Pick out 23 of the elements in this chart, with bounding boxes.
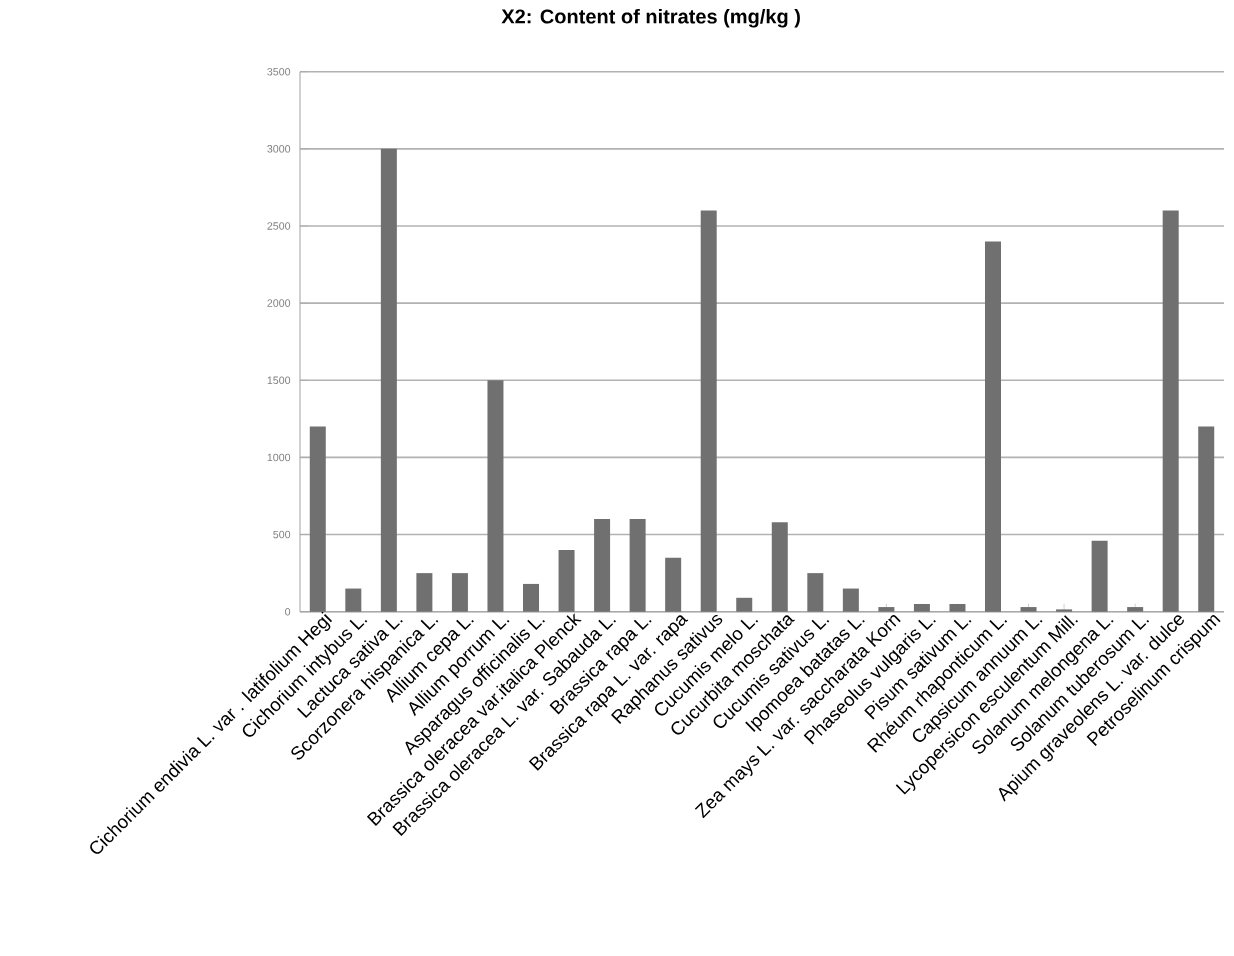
bar (771, 522, 788, 612)
bar (487, 380, 504, 612)
bar (523, 584, 540, 612)
bar (736, 597, 753, 612)
chart-title: X2: Content of nitrates (mg/kg ) (501, 9, 800, 28)
bar (629, 519, 646, 612)
bar (309, 426, 326, 612)
bar (700, 210, 717, 612)
bar (1198, 426, 1215, 612)
bar (558, 550, 575, 612)
bar (451, 573, 468, 612)
bar (1091, 540, 1108, 612)
bar (913, 604, 930, 612)
bar (807, 573, 824, 612)
bar (345, 588, 362, 612)
bar (1162, 210, 1179, 612)
bar (416, 573, 433, 612)
bar (842, 588, 859, 612)
bar (949, 604, 966, 612)
bar (665, 557, 682, 612)
bar (380, 148, 397, 612)
bar (985, 241, 1002, 612)
bar (594, 519, 611, 612)
